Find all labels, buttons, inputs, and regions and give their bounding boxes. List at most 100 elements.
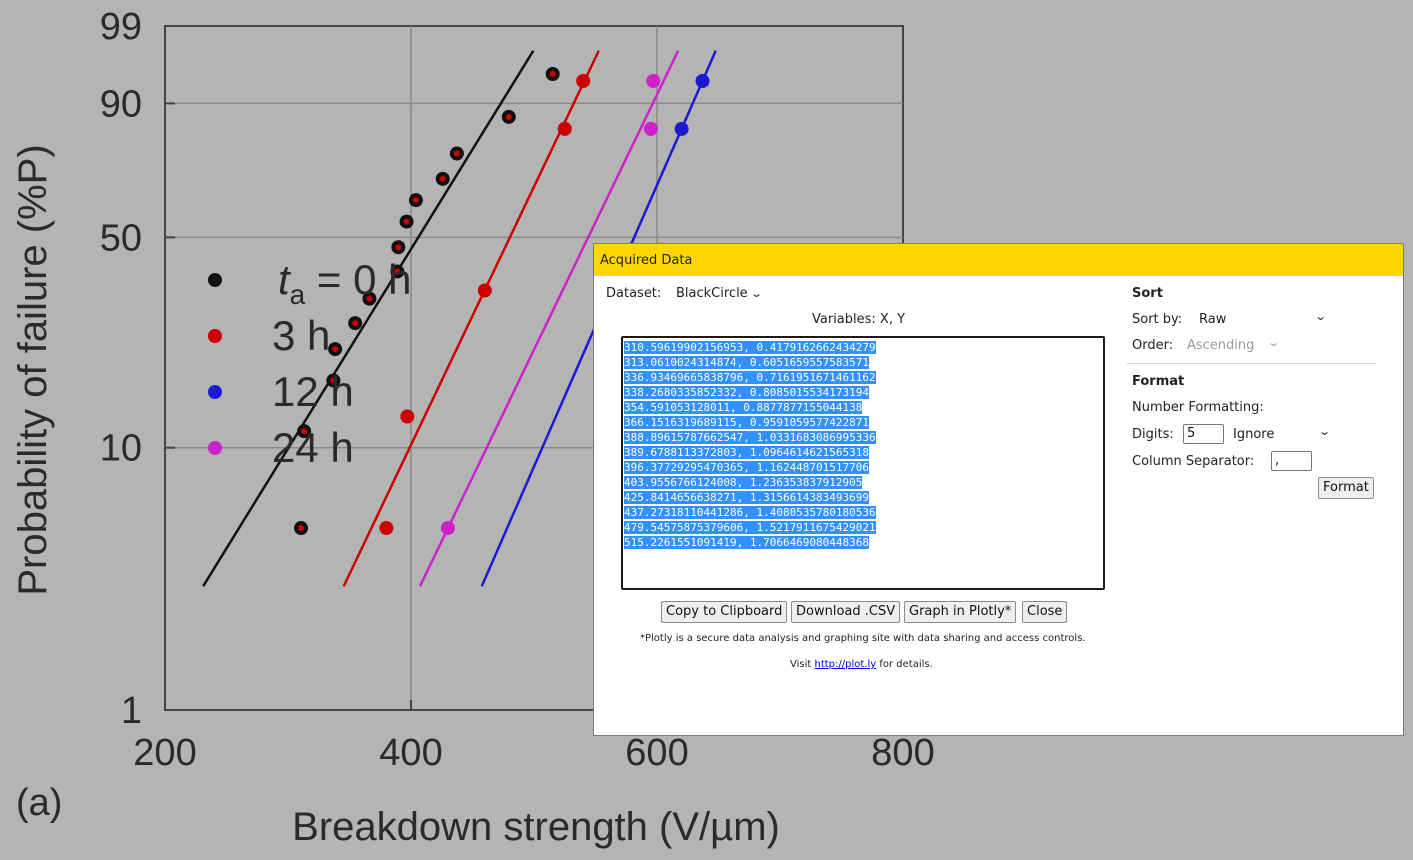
data-row: 479.54575875379606, 1.5217911675429021 [624, 520, 1102, 535]
visit-suffix: for details. [876, 659, 933, 670]
chevron-down-icon: ⌄ [1317, 425, 1331, 438]
data-point [400, 409, 415, 424]
acquired-point-marker [403, 218, 410, 225]
chevron-down-icon: ⌄ [1266, 336, 1280, 349]
data-row-text: 354.591053128011, 0.8877877155044138 [624, 401, 863, 414]
data-point [695, 74, 710, 89]
data-row: 310.59619902156953, 0.4179162662434279 [624, 340, 1102, 355]
y-tick-label: 50 [100, 217, 142, 259]
legend-label-12h: 12 h [272, 368, 354, 415]
acquired-point-marker [453, 150, 460, 157]
acquired-point-marker [505, 113, 512, 120]
close-button[interactable]: Close [1022, 601, 1068, 623]
sort-divider [1126, 363, 1376, 364]
acquired-data-dialog: Acquired Data Dataset: BlackCircle ⌄ Var… [593, 243, 1404, 736]
graph-in-plotly-button[interactable]: Graph in Plotly* [904, 601, 1017, 623]
legend-label-3h: 3 h [272, 312, 330, 359]
dataset-value: BlackCircle [676, 286, 748, 301]
visit-prefix: Visit [790, 659, 815, 670]
plotly-note: *Plotly is a secure data analysis and gr… [640, 633, 1086, 644]
download-csv-button[interactable]: Download .CSV [791, 601, 901, 623]
visit-line: Visit http://plot.ly for details. [790, 659, 933, 670]
data-row-text: 313.0610024314874, 0.6051659557583571 [624, 356, 870, 369]
acquired-point-marker [366, 295, 373, 302]
data-row-text: 403.9556766124008, 1.236353837912905 [624, 476, 863, 489]
data-row-text: 515.2261551091419, 1.7066469080448368 [624, 536, 870, 549]
data-row-text: 310.59619902156953, 0.4179162662434279 [624, 341, 876, 354]
digits-label: Digits: [1132, 427, 1174, 442]
y-tick-label: 90 [100, 83, 142, 125]
fit-line [418, 50, 680, 587]
order-select[interactable]: Ascending ⌄ [1187, 336, 1282, 353]
fit-line [202, 50, 535, 587]
y-axis-title: Probability of failure (%P) [11, 144, 55, 595]
acquired-point-marker [395, 244, 402, 251]
data-row: 338.2680335852332, 0.8085015534173194 [624, 385, 1102, 400]
data-row-text: 388.89615787662547, 1.0331683086995336 [624, 431, 876, 444]
x-axis-title: Breakdown strength (V/µm) [292, 805, 780, 849]
acquired-point-marker [330, 377, 337, 384]
data-row: 366.1516319689115, 0.9591059577422871 [624, 415, 1102, 430]
panel-label: (a) [16, 782, 62, 824]
sort-by-value: Raw [1199, 312, 1227, 327]
data-row-text: 396.37729295470365, 1.162448701517706 [624, 461, 870, 474]
data-row-text: 479.54575875379606, 1.5217911675429021 [624, 521, 876, 534]
data-textarea[interactable]: 310.59619902156953, 0.4179162662434279 31… [621, 336, 1105, 590]
number-formatting-label: Number Formatting: [1132, 400, 1264, 415]
data-point [440, 521, 455, 536]
data-row: 389.6788113372803, 1.0964614621565318 [624, 445, 1102, 460]
x-tick-label: 800 [871, 732, 934, 774]
fit-line [342, 50, 600, 587]
legend-marker-0h [208, 273, 222, 287]
data-row-text: 338.2680335852332, 0.8085015534173194 [624, 386, 870, 399]
digits-input[interactable]: 5 [1183, 424, 1224, 444]
acquired-point-marker [332, 346, 339, 353]
data-point [557, 121, 572, 136]
data-row: 336.93469665838796, 0.7161951671461162 [624, 370, 1102, 385]
acquired-point-marker [301, 428, 308, 435]
legend-marker-12h [208, 385, 222, 399]
sort-by-label: Sort by: [1132, 312, 1183, 327]
data-row: 515.2261551091419, 1.7066469080448368 [624, 535, 1102, 550]
data-point [576, 74, 591, 89]
x-tick-label: 200 [133, 732, 196, 774]
acquired-point-marker [549, 71, 556, 78]
data-point [643, 121, 658, 136]
data-point [646, 74, 661, 89]
copy-to-clipboard-button[interactable]: Copy to Clipboard [661, 601, 788, 623]
data-row-text: 336.93469665838796, 0.7161951671461162 [624, 371, 876, 384]
x-tick-label: 600 [625, 732, 688, 774]
y-tick-label: 1 [121, 690, 142, 732]
x-axis-ticks: 200 400 600 800 [133, 700, 935, 774]
data-point [674, 121, 689, 136]
y-axis-ticks: 99 90 50 10 1 [100, 6, 175, 732]
plotly-link[interactable]: http://plot.ly [814, 659, 877, 670]
data-row: 437.27318110441286, 1.4080535780180536 [624, 505, 1102, 520]
sort-heading: Sort [1132, 286, 1163, 301]
column-separator-input[interactable]: , [1271, 451, 1312, 471]
y-tick-label: 10 [100, 428, 142, 470]
sort-by-select[interactable]: Raw ⌄ [1199, 310, 1329, 327]
format-button[interactable]: Format [1318, 477, 1374, 499]
legend-label-0h: ta = 0 h [278, 256, 412, 310]
data-row: 354.591053128011, 0.8877877155044138 [624, 400, 1102, 415]
data-row: 425.8414656638271, 1.3156614383493699 [624, 490, 1102, 505]
legend-marker-24h [208, 441, 222, 455]
data-row: 403.9556766124008, 1.236353837912905 [624, 475, 1102, 490]
legend-label-24h: 24 h [272, 424, 354, 471]
data-points [294, 67, 710, 536]
data-row-text: 366.1516319689115, 0.9591059577422871 [624, 416, 870, 429]
legend-marker-3h [208, 329, 222, 343]
data-row: 396.37729295470365, 1.162448701517706 [624, 460, 1102, 475]
dataset-select[interactable]: BlackCircle ⌄ [676, 286, 763, 301]
x-tick-label: 400 [379, 732, 442, 774]
y-tick-label: 99 [100, 6, 142, 48]
data-row-text: 425.8414656638271, 1.3156614383493699 [624, 491, 870, 504]
dialog-title: Acquired Data [594, 244, 1403, 276]
data-row: 388.89615787662547, 1.0331683086995336 [624, 430, 1102, 445]
data-point [379, 521, 394, 536]
data-row: 313.0610024314874, 0.6051659557583571 [624, 355, 1102, 370]
data-point [477, 283, 492, 298]
digits-mode-select[interactable]: Ignore ⌄ [1233, 425, 1333, 442]
